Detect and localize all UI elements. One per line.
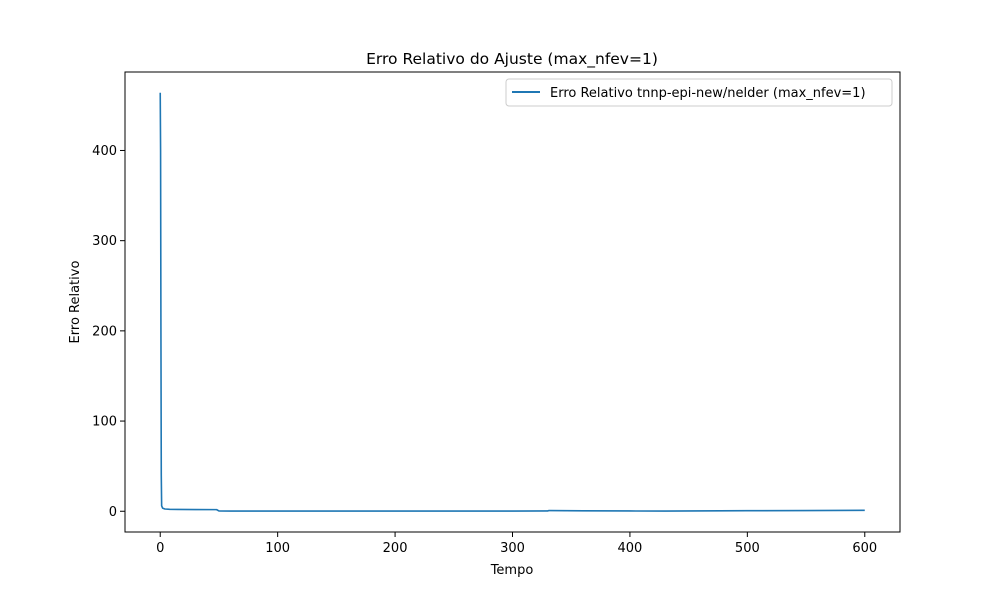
x-tick-label: 200 [383, 541, 408, 556]
x-tick-label: 600 [852, 541, 877, 556]
x-tick-label: 500 [735, 541, 760, 556]
x-tick-label: 100 [265, 541, 290, 556]
y-axis-ticks: 0 100 200 300 400 [92, 144, 125, 520]
series-line [159, 92, 865, 512]
y-tick-label: 400 [92, 144, 117, 159]
y-tick-label: 300 [92, 234, 117, 249]
legend: Erro Relativo tnnp-epi-new/nelder (max_n… [505, 78, 893, 107]
y-tick-label: 0 [109, 505, 117, 520]
x-tick-label: 0 [156, 541, 164, 556]
y-tick-label: 100 [92, 415, 117, 430]
x-tick-label: 300 [500, 541, 525, 556]
chart-title: Erro Relativo do Ajuste (max_nfev=1) [366, 50, 658, 69]
y-tick-label: 200 [92, 324, 117, 339]
series-layer [159, 92, 865, 512]
y-axis-label: Erro Relativo [68, 261, 83, 344]
x-axis-ticks: 0 100 200 300 400 500 600 [156, 532, 877, 556]
x-tick-label: 400 [618, 541, 643, 556]
legend-series-label: Erro Relativo tnnp-epi-new/nelder (max_n… [550, 86, 866, 101]
legend-box [505, 78, 893, 107]
plot-area-frame [124, 71, 901, 533]
x-axis-label: Tempo [490, 563, 534, 578]
